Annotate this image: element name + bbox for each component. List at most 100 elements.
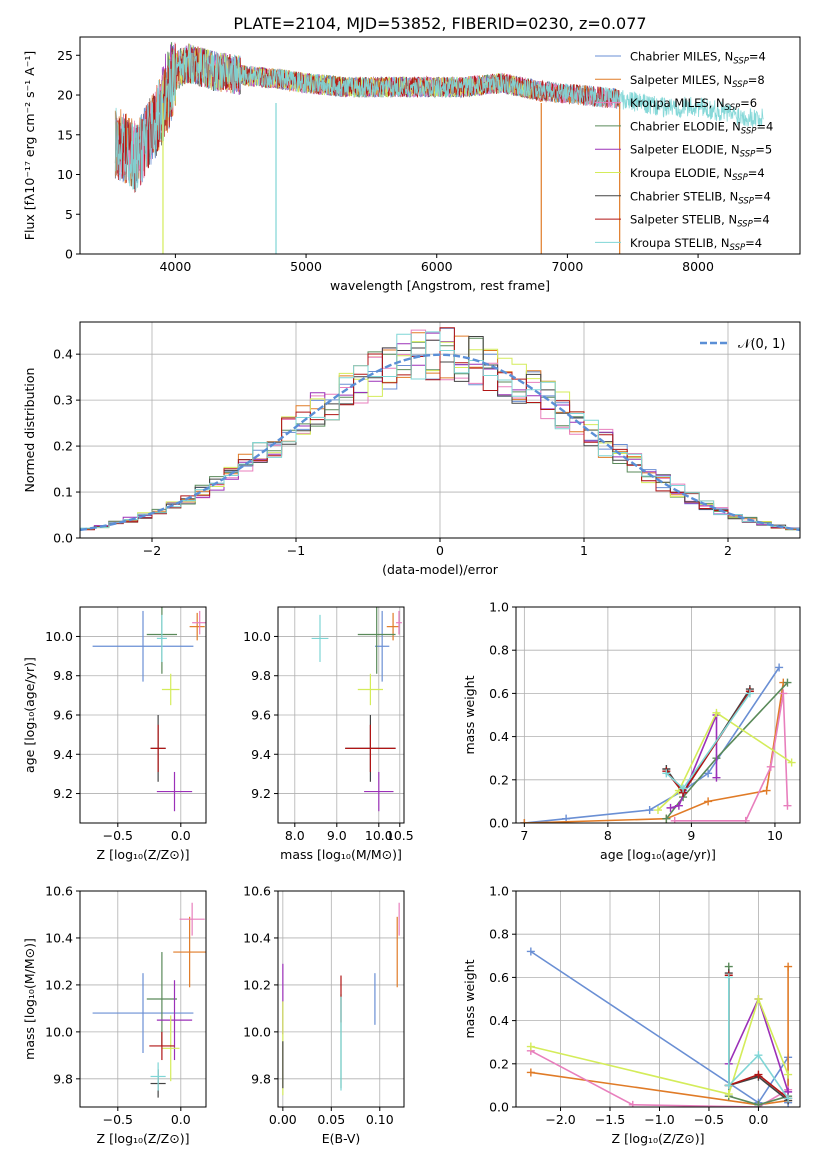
x-tick-label: 10 [767, 828, 783, 843]
weight-line-salpeter-miles [530, 966, 789, 1106]
panel-3-marks [311, 607, 402, 812]
x-tick-label: 7 [520, 828, 528, 843]
legend-label: Chabrier MILES, NSSP=4 [630, 50, 766, 67]
x-tick-label: −1 [287, 543, 305, 558]
weight-marker [679, 784, 688, 793]
x-axis-label: Z [log₁₀(Z/Z⊙)] [97, 847, 190, 862]
plot-frame [277, 890, 405, 1108]
weight-marker [645, 806, 654, 815]
weight-line-chabrier-elodie [665, 682, 789, 820]
weight-marker [654, 806, 662, 815]
weight-marker [666, 803, 675, 812]
weight-marker [775, 663, 784, 672]
weight-marker [754, 1051, 763, 1060]
plot-frame [79, 890, 207, 1108]
panel-1: −2 −1 0 1 2 0.0 0.1 0.2 0.3 0.4 (data-model)/error… [22, 321, 801, 577]
panel-5-marks [92, 902, 206, 1098]
y-tick-label: 0.2 [489, 1056, 509, 1071]
x-axis-label: mass [log₁₀(M/M⊙)] [280, 847, 402, 862]
weight-marker [784, 962, 793, 971]
x-tick-label: −2 [143, 543, 161, 558]
x-tick-label: 8000 [682, 259, 714, 274]
weight-marker [724, 1090, 733, 1099]
panel-1-marks [80, 327, 800, 532]
weight-marker [704, 797, 713, 806]
x-tick-label: 8 [604, 828, 612, 843]
x-tick-label: 4000 [159, 259, 191, 274]
y-tick-label: 10.2 [243, 977, 271, 992]
weight-marker [754, 1070, 763, 1079]
weight-marker [754, 1100, 763, 1107]
weight-marker [520, 819, 529, 823]
weight-marker [674, 801, 683, 810]
weight-marker [712, 773, 721, 782]
x-tick-label: −2.0 [545, 1112, 575, 1127]
weight-marker [712, 708, 721, 717]
x-tick-label: 7000 [551, 259, 583, 274]
plot-background [516, 891, 800, 1107]
y-tick-label: 0.0 [53, 531, 73, 546]
y-axis-label: mass [log₁₀(M/M⊙)] [22, 938, 37, 1060]
x-tick-label: 0.0 [748, 1112, 768, 1127]
x-tick-label: 2 [724, 543, 732, 558]
x-axis-label: Z [log₁₀(Z/Z⊙)] [612, 1131, 705, 1146]
weight-marker [628, 1100, 637, 1107]
x-axis-label: age [log₁₀(age/yr)] [600, 847, 716, 862]
panel-6-marks [282, 902, 400, 1096]
x-axis-label: wavelength [Angstrom, rest frame] [330, 278, 550, 293]
legend-label: Kroupa ELODIE, NSSP=4 [630, 166, 765, 183]
x-tick-label: −1.5 [595, 1112, 625, 1127]
y-tick-label: 0.6 [489, 686, 509, 701]
y-tick-label: 9.4 [251, 747, 271, 762]
x-tick-label: 9 [687, 828, 695, 843]
y-tick-label: 0.8 [489, 927, 509, 942]
weight-marker [670, 816, 679, 823]
y-tick-label: 0.8 [489, 643, 509, 658]
weight-line-kroupa-elodie [530, 996, 789, 1095]
y-tick-label: 9.2 [53, 786, 73, 801]
y-tick-label: 10.0 [45, 629, 73, 644]
x-tick-label: −0.5 [103, 828, 133, 843]
x-tick-label: 0.0 [171, 828, 191, 843]
y-tick-label: 0 [65, 247, 73, 262]
weight-marker [704, 769, 713, 778]
y-tick-label: 10.4 [243, 930, 271, 945]
weight-marker [741, 816, 750, 823]
panel-4-marks [520, 663, 796, 823]
weight-line-kroupa-elodie [657, 711, 793, 811]
y-tick-label: 9.8 [251, 668, 271, 683]
weight-line-kroupa-miles [530, 1050, 789, 1107]
weight-marker [784, 1070, 793, 1079]
y-tick-label: 1.0 [489, 600, 509, 615]
gaussian-legend: 𝒩(0, 1) [700, 337, 785, 352]
y-tick-label: 0.4 [489, 1013, 509, 1028]
weight-marker [754, 995, 763, 1003]
y-tick-label: 10.4 [45, 930, 73, 945]
weight-marker [526, 1068, 535, 1077]
legend-label: Chabrier ELODIE, NSSP=4 [630, 119, 773, 136]
weight-marker [724, 973, 733, 982]
weight-marker [779, 689, 788, 698]
y-tick-label: 9.8 [251, 1071, 271, 1086]
y-tick-label: 0.2 [53, 439, 73, 454]
weight-marker [745, 689, 754, 698]
panel-0: 4000 5000 6000 7000 8000 0 5 10 15 20 25 wavelength… [22, 36, 801, 293]
x-axis-label: (data-model)/error [382, 562, 499, 577]
y-tick-label: 10.6 [45, 884, 73, 899]
panel-4: 7 8 9 10 0.0 0.2 0.4 0.6 0.8 1.0 age [log₁₀(age/yr… [462, 600, 801, 862]
y-tick-label: 0.0 [489, 1100, 509, 1115]
y-tick-label: 0.1 [53, 485, 73, 500]
panel-7: −2.0 −1.5 −1.0 −0.5 0.0 0.0 0.2 0.4 0.6 0.8 1.0 Z [… [462, 884, 801, 1146]
y-tick-label: 9.4 [53, 747, 73, 762]
weight-marker [784, 1094, 793, 1103]
y-axis-label: age [log₁₀(age/yr)] [22, 657, 37, 773]
x-axis-label: E(B-V) [322, 1131, 361, 1146]
weight-marker [662, 769, 671, 778]
histogram-kroupa-stelib [80, 331, 800, 529]
weight-marker [526, 1042, 535, 1051]
spectrum-legend: Chabrier MILES, NSSP=4 Salpeter MILES, NS… [595, 50, 773, 253]
plot-frame [515, 606, 801, 824]
x-axis-label: Z [log₁₀(Z/Z⊙)] [97, 1131, 190, 1146]
y-tick-label: 9.8 [53, 1071, 73, 1086]
